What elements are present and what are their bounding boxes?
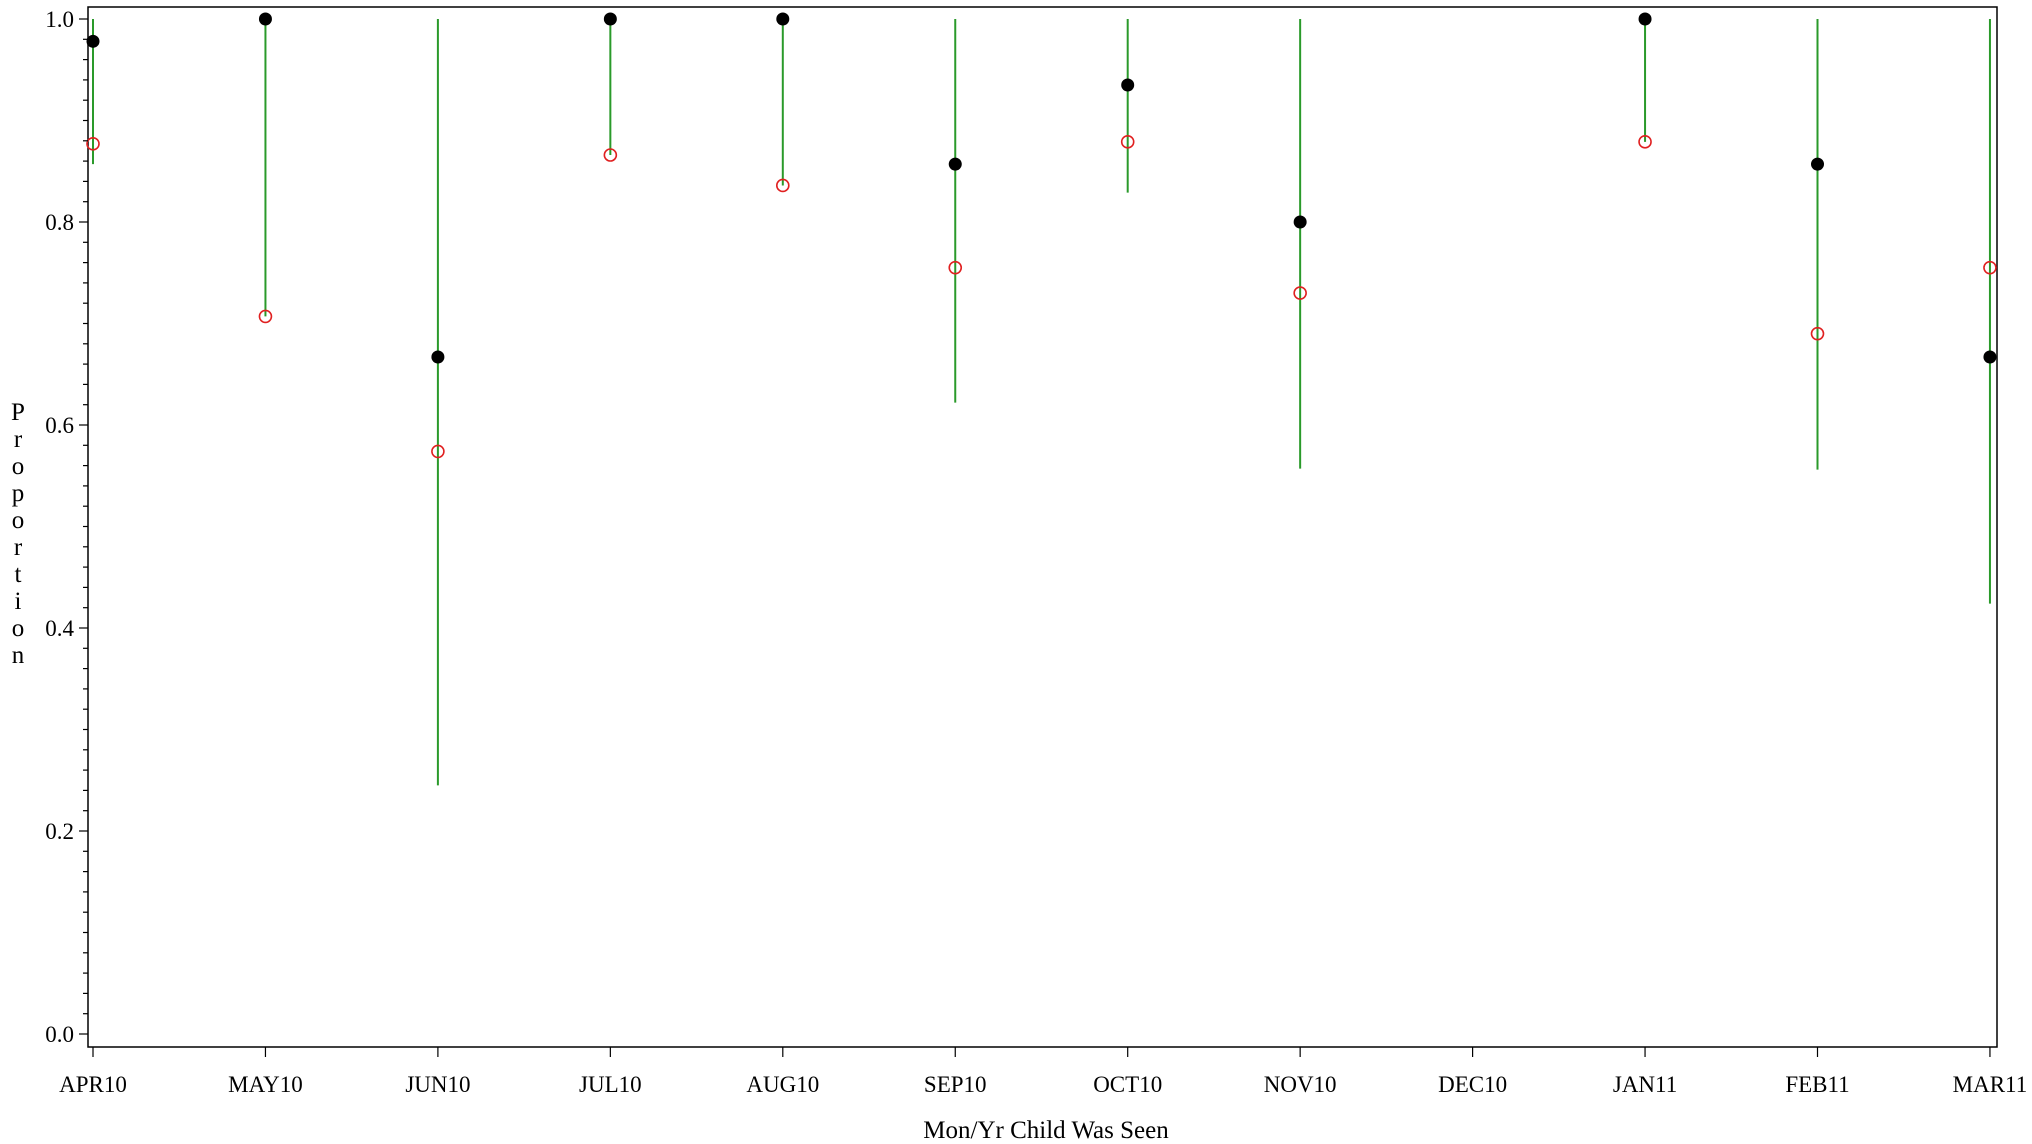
y-axis-title-letter: P [11, 399, 25, 426]
x-tick-label: SEP10 [924, 1072, 987, 1097]
y-axis: 0.0 0.2 0.4 0.6 0.8 1.0 [45, 7, 88, 1047]
x-tick-label: DEC10 [1438, 1072, 1507, 1097]
x-tick-label: NOV10 [1264, 1072, 1337, 1097]
open-point [775, 178, 790, 193]
y-tick-label: 0.0 [45, 1022, 74, 1047]
y-axis-title-letter: r [14, 534, 23, 561]
x-tick-label: JAN11 [1613, 1072, 1677, 1097]
open-point [258, 309, 273, 324]
y-axis-title-letter: p [12, 480, 25, 507]
y-axis-title-letter: t [15, 561, 22, 588]
open-point [1810, 326, 1825, 341]
x-tick-label: AUG10 [746, 1072, 819, 1097]
y-axis-title-letter: o [12, 615, 25, 642]
x-tick-label: MAY10 [228, 1072, 303, 1097]
x-tick-label: OCT10 [1093, 1072, 1162, 1097]
open-point [1120, 135, 1135, 149]
filled-point [948, 157, 962, 171]
x-tick-label: JUN10 [405, 1072, 470, 1097]
y-axis-title-letter: o [12, 507, 25, 534]
x-axis: APR10 MAY10 JUN10 JUL10 AUG10 SEP10 OCT10 NOV10… [59, 1047, 2027, 1097]
y-axis-title-letter: o [12, 453, 25, 480]
y-tick-label: 0.4 [45, 616, 74, 641]
filled-point [1811, 157, 1824, 171]
y-tick-label: 0.8 [45, 210, 74, 235]
y-tick-label: 0.2 [45, 819, 74, 844]
filled-point [258, 12, 272, 26]
x-tick-label: APR10 [59, 1072, 127, 1097]
filled-point [603, 12, 617, 26]
x-axis-title: Mon/Yr Child Was Seen [923, 1117, 1169, 1144]
filled-point [1638, 12, 1652, 26]
y-axis-title-letter: i [15, 588, 22, 615]
x-tick-label: JUL10 [579, 1072, 642, 1097]
y-tick-label: 1.0 [45, 7, 74, 32]
y-tick-label: 0.6 [45, 413, 74, 438]
plot-frame [87, 6, 1998, 1048]
point-markers [86, 12, 1997, 459]
filled-point [431, 350, 445, 364]
filled-point [776, 12, 790, 26]
open-point [86, 137, 100, 151]
open-point [431, 444, 445, 459]
y-axis-title-letter: r [14, 426, 23, 453]
filled-point [1121, 78, 1135, 92]
x-tick-label: MAR11 [1953, 1072, 2028, 1097]
open-point [1638, 135, 1652, 149]
open-point [603, 148, 618, 162]
filled-point [1293, 215, 1307, 229]
y-axis-title-letter: n [12, 642, 25, 669]
x-tick-label: FEB11 [1785, 1072, 1849, 1097]
filled-point [1983, 350, 1997, 364]
open-point [1983, 260, 1997, 275]
filled-point [86, 34, 100, 48]
interval-lines [92, 19, 1991, 786]
open-point [1293, 286, 1307, 300]
open-point [948, 260, 963, 275]
